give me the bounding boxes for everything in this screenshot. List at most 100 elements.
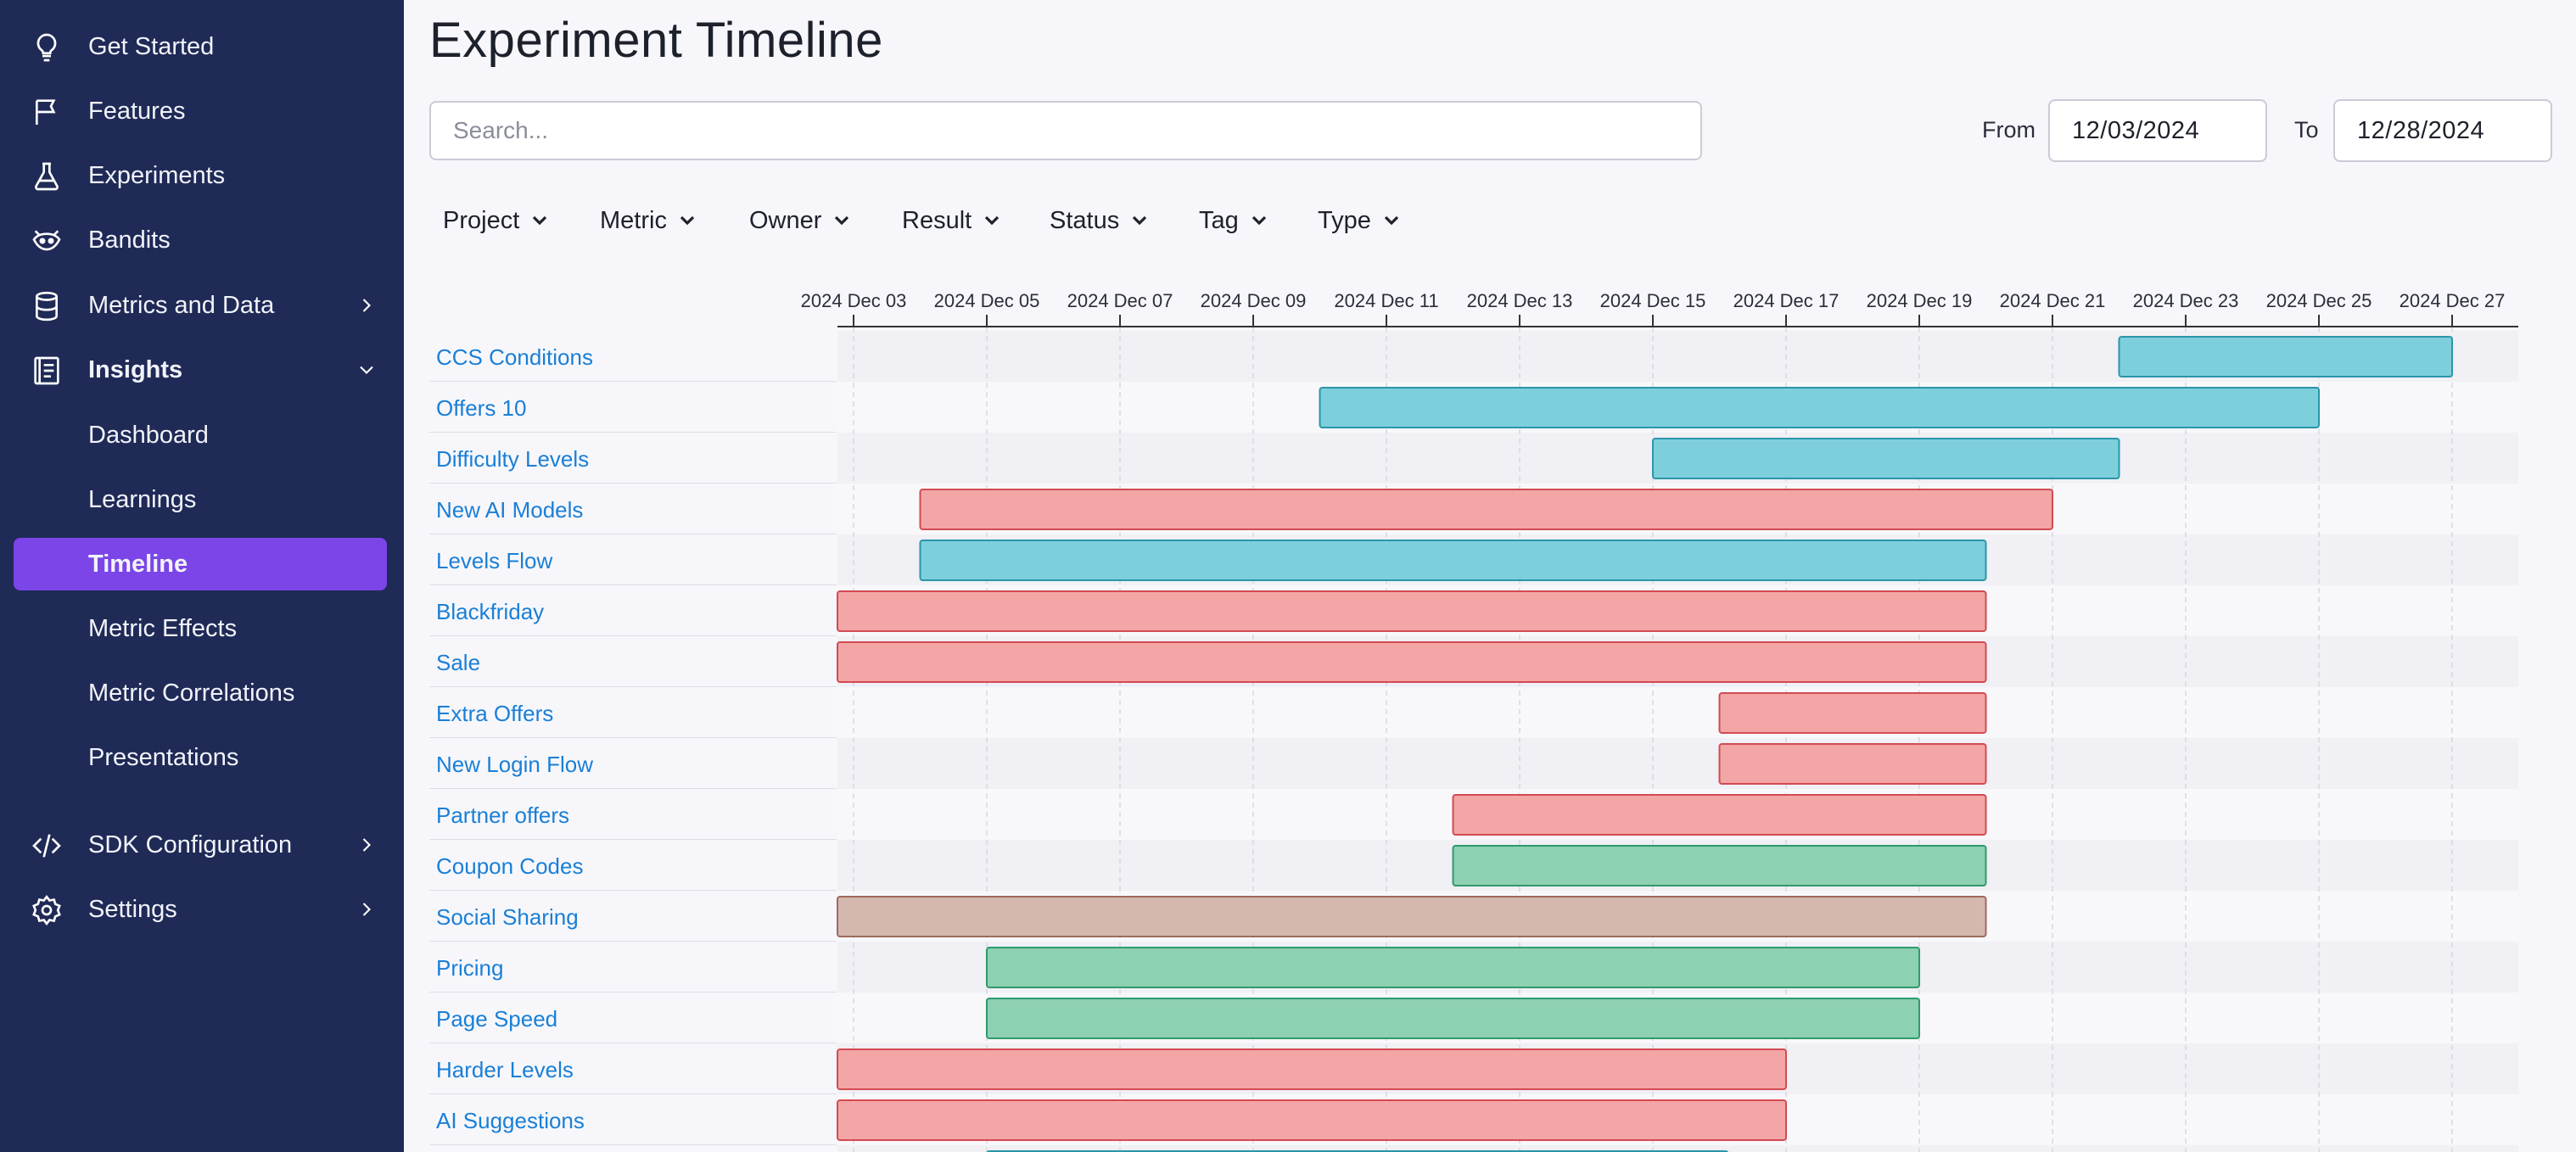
tick-label: 2024 Dec 23: [2133, 290, 2239, 311]
row-divider: [429, 788, 837, 789]
row-divider: [429, 381, 837, 382]
to-label: To: [2294, 117, 2319, 143]
caret-down-icon: [1383, 215, 1400, 226]
experiment-link[interactable]: Partner offers: [436, 802, 570, 828]
sidebar-item-timeline[interactable]: Timeline: [14, 538, 387, 590]
experiment-link[interactable]: Extra Offers: [436, 701, 554, 726]
caret-down-icon: [1131, 215, 1148, 226]
caret-down-icon: [1251, 215, 1268, 226]
sidebar-item-features[interactable]: Features: [0, 87, 404, 135]
filter-tag[interactable]: Tag: [1199, 204, 1268, 238]
sidebar-item-label: Get Started: [88, 32, 215, 60]
filter-result[interactable]: Result: [902, 204, 1000, 238]
timeline-bar: [1452, 794, 1987, 836]
timeline-bar: [837, 1099, 1787, 1141]
experiment-link[interactable]: New Login Flow: [436, 752, 593, 777]
sidebar-item-bandits[interactable]: Bandits: [0, 216, 404, 264]
chevron-right-icon: [355, 898, 378, 921]
experiment-link[interactable]: Blackfriday: [436, 599, 545, 624]
to-date-input[interactable]: [2333, 99, 2552, 162]
row-divider: [429, 584, 837, 585]
experiment-link[interactable]: Pricing: [436, 955, 504, 981]
experiment-link[interactable]: Difficulty Levels: [436, 446, 590, 472]
row-divider: [429, 1093, 837, 1094]
experiment-link[interactable]: Harder Levels: [436, 1057, 574, 1082]
tick-label: 2024 Dec 05: [934, 290, 1040, 311]
experiment-link[interactable]: Page Speed: [436, 1006, 558, 1032]
filter-label: Type: [1318, 206, 1371, 234]
insights-icon: [29, 353, 64, 389]
tick-label: 2024 Dec 03: [801, 290, 907, 311]
from-date-input[interactable]: [2048, 99, 2267, 162]
sidebar-item-insights[interactable]: Insights: [0, 346, 404, 394]
sidebar-item-metric-correlations[interactable]: Metric Correlations: [14, 667, 387, 719]
timeline-bar: [837, 641, 1987, 683]
experiment-link[interactable]: Sale: [436, 650, 481, 675]
filter-label: Status: [1050, 206, 1120, 234]
chevron-right-icon: [355, 294, 378, 317]
experiment-link[interactable]: Coupon Codes: [436, 853, 584, 879]
timeline-bar: [986, 947, 1920, 988]
sidebar-item-settings[interactable]: Settings: [0, 886, 404, 933]
code-icon: [29, 828, 64, 864]
sidebar-item-dashboard[interactable]: Dashboard: [14, 409, 387, 461]
timeline-bar: [919, 489, 2053, 530]
timeline-bar: [1718, 692, 1987, 734]
filter-label: Metric: [600, 206, 667, 234]
sidebar-item-label: Metric Correlations: [88, 679, 295, 707]
tick-label: 2024 Dec 25: [2266, 290, 2372, 311]
timeline-bar: [2118, 336, 2453, 377]
sidebar-item-label: Timeline: [88, 550, 188, 578]
row-stripe: [837, 738, 2518, 789]
experiment-link[interactable]: New AI Models: [436, 497, 584, 523]
experiment-link[interactable]: Offers 10: [436, 395, 527, 421]
sidebar-item-label: Features: [88, 97, 186, 125]
filter-type[interactable]: Type: [1318, 204, 1400, 238]
row-divider: [429, 635, 837, 636]
filter-project[interactable]: Project: [443, 204, 548, 238]
row-stripe: [837, 687, 2518, 738]
experiment-link[interactable]: Social Sharing: [436, 904, 579, 930]
page-title: Experiment Timeline: [429, 13, 883, 68]
sidebar-item-experiments[interactable]: Experiments: [0, 152, 404, 199]
experiment-link[interactable]: Levels Flow: [436, 548, 553, 573]
experiment-link[interactable]: CCS Conditions: [436, 344, 593, 370]
filter-metric[interactable]: Metric: [600, 204, 696, 238]
tick-label: 2024 Dec 17: [1733, 290, 1840, 311]
tick-label: 2024 Dec 19: [1867, 290, 1973, 311]
row-divider: [429, 483, 837, 484]
sidebar-item-label: Metric Effects: [88, 614, 238, 642]
chevron-down-icon: [355, 358, 378, 382]
sidebar-item-presentations[interactable]: Presentations: [14, 731, 387, 784]
timeline-bar: [919, 540, 1987, 581]
lightbulb-icon: [29, 30, 64, 65]
raccoon-icon: [29, 223, 64, 259]
experiment-link[interactable]: AI Suggestions: [436, 1108, 585, 1133]
timeline-bar: [1452, 845, 1987, 886]
filter-owner[interactable]: Owner: [749, 204, 850, 238]
filter-status[interactable]: Status: [1050, 204, 1148, 238]
database-icon: [29, 288, 64, 324]
search-input[interactable]: [429, 101, 1702, 160]
timeline-bar: [837, 896, 1987, 937]
tick-label: 2024 Dec 11: [1334, 290, 1438, 311]
row-divider: [429, 737, 837, 738]
tick-label: 2024 Dec 09: [1201, 290, 1307, 311]
sidebar-item-label: Experiments: [88, 161, 226, 189]
tick-label: 2024 Dec 21: [2000, 290, 2106, 311]
sidebar-item-label: Dashboard: [88, 421, 209, 449]
timeline-bar: [1718, 743, 1987, 785]
tick-label: 2024 Dec 13: [1467, 290, 1573, 311]
sidebar-item-label: Metrics and Data: [88, 291, 275, 319]
sidebar-item-get-started[interactable]: Get Started: [0, 23, 404, 70]
sidebar-item-learnings[interactable]: Learnings: [14, 473, 387, 526]
sidebar-item-label: Settings: [88, 895, 177, 923]
caret-down-icon: [833, 215, 850, 226]
sidebar-item-sdk-configuration[interactable]: SDK Configuration: [0, 821, 404, 869]
sidebar-item-metrics-and-data[interactable]: Metrics and Data: [0, 282, 404, 329]
row-divider: [429, 941, 837, 942]
row-divider: [429, 686, 837, 687]
sidebar-item-metric-effects[interactable]: Metric Effects: [14, 602, 387, 655]
sidebar-item-label: Bandits: [88, 226, 171, 254]
